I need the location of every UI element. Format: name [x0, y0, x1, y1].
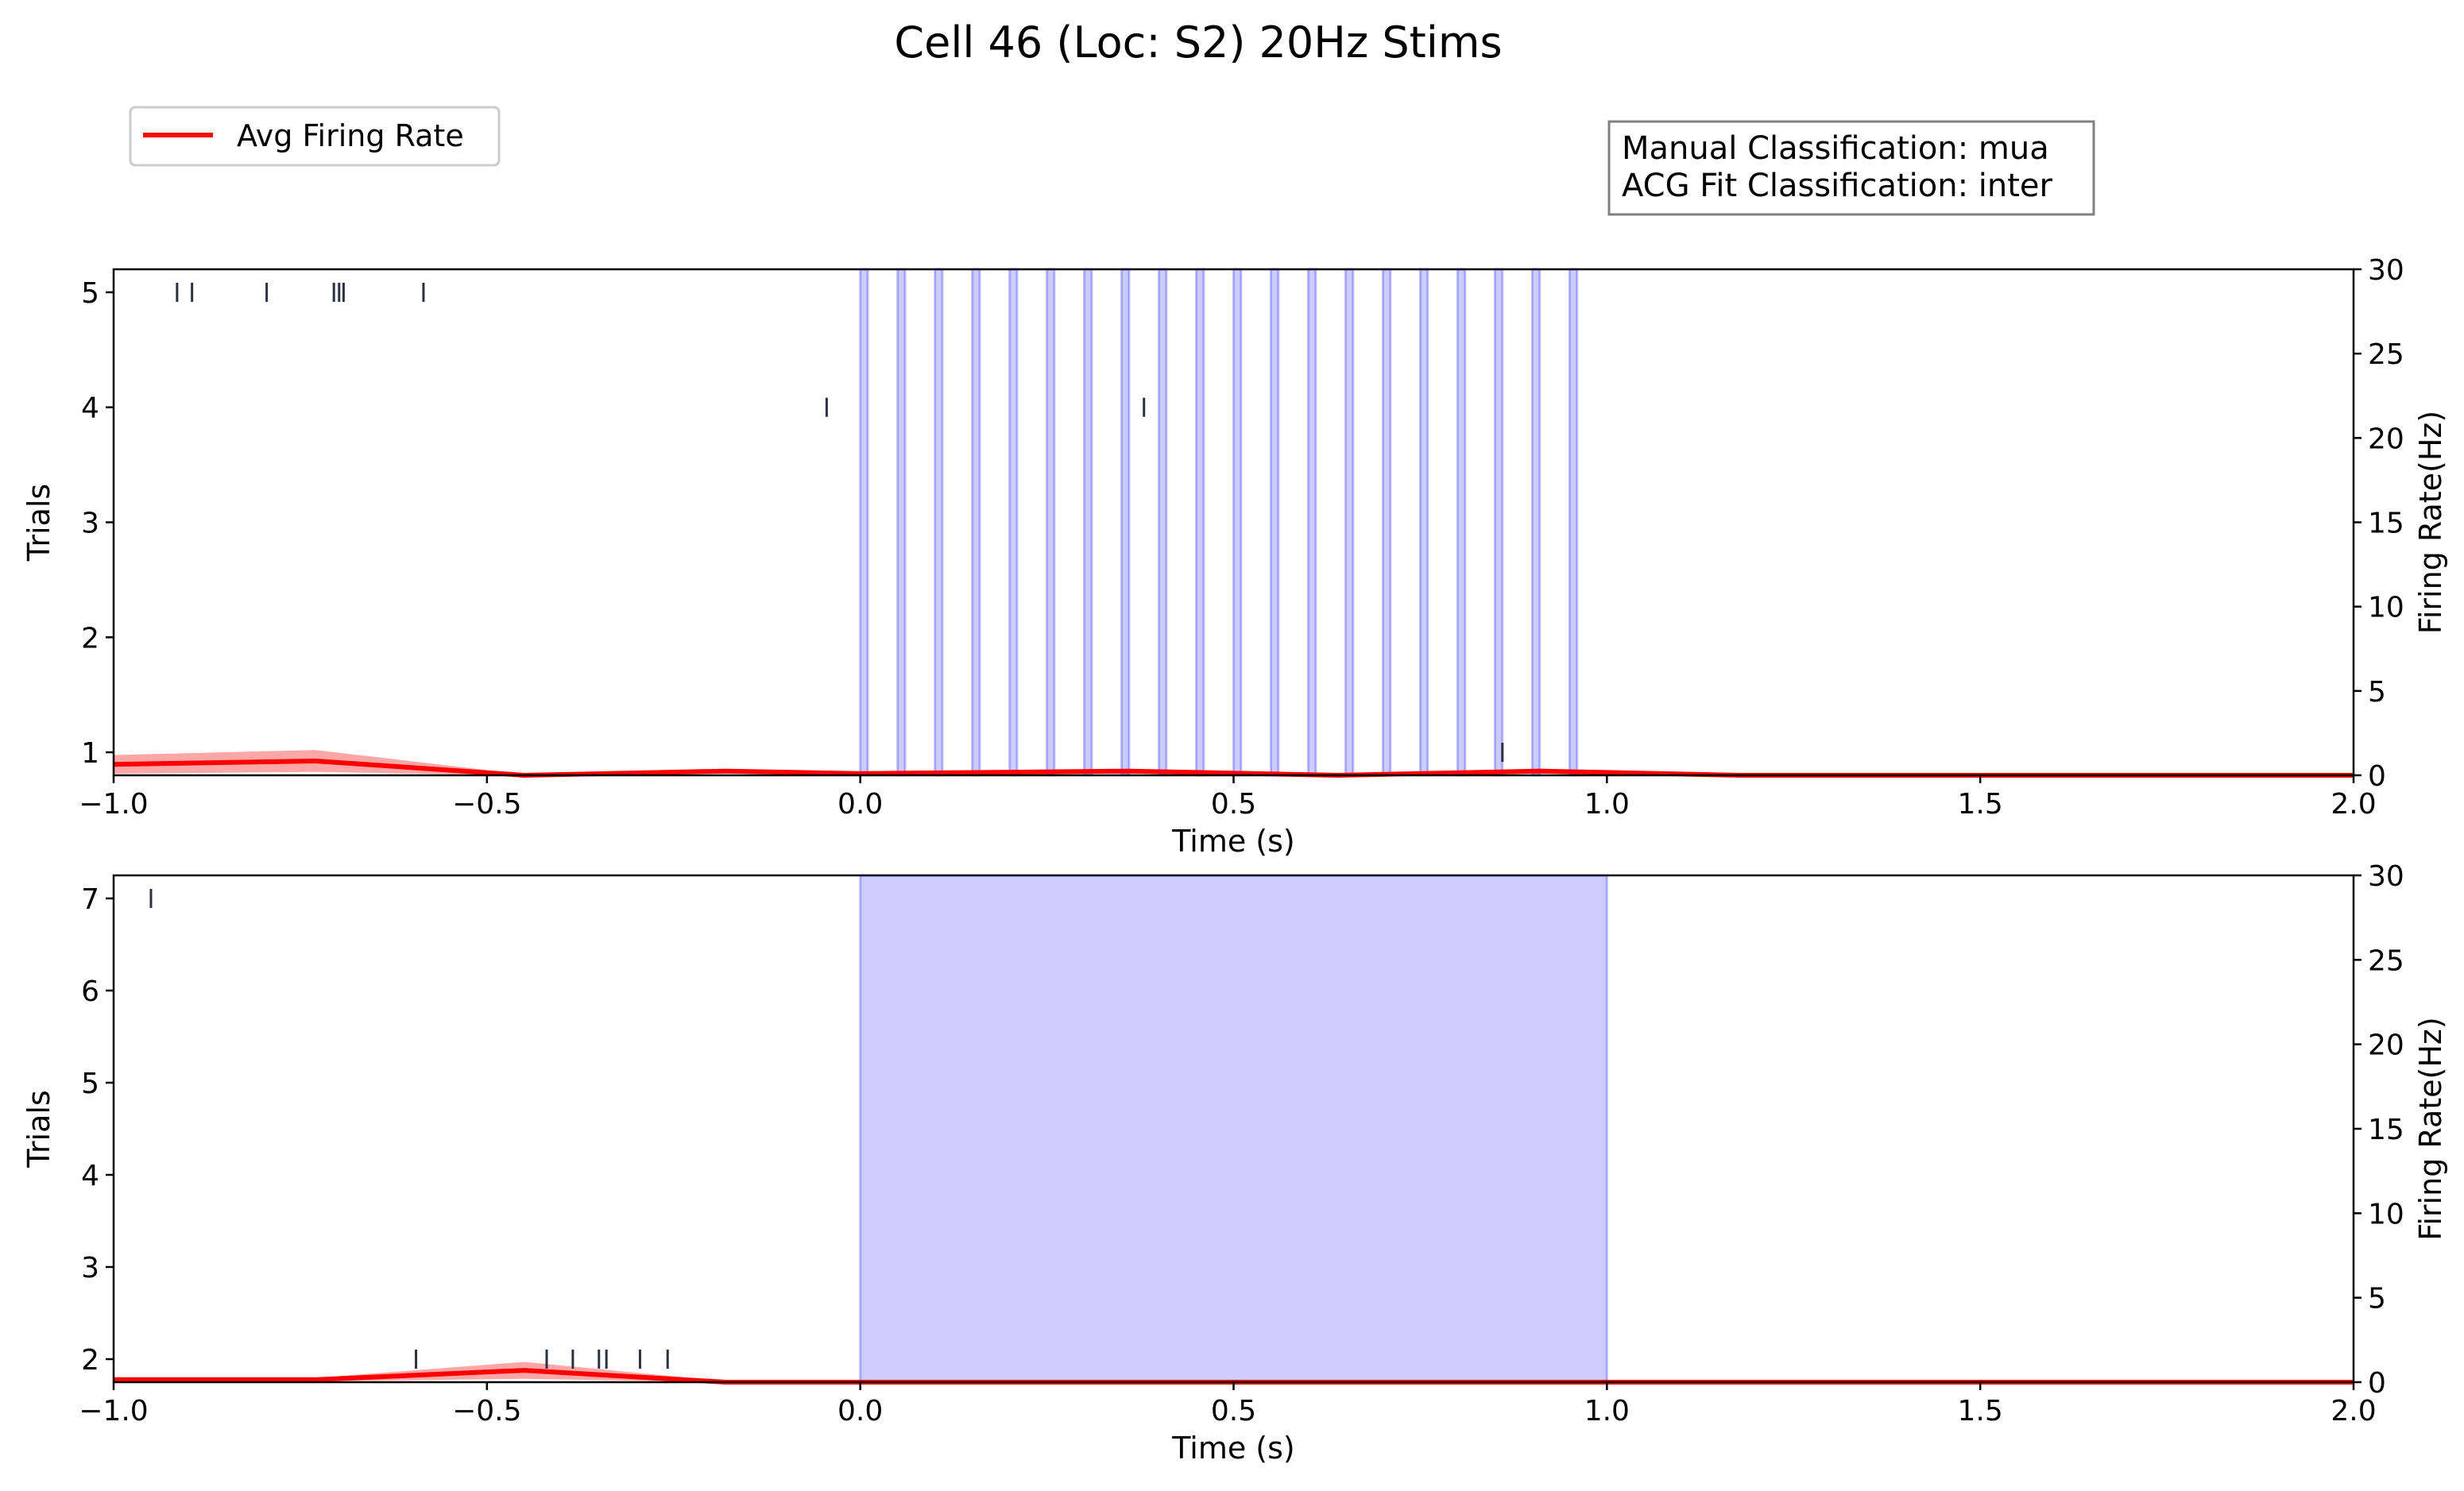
stim-pulse-12 [1306, 268, 1317, 777]
x-tick-label: 2.0 [2331, 1395, 2376, 1427]
x-tick-label: −1.0 [79, 1395, 148, 1427]
stim-pulse-13 [1344, 268, 1355, 777]
y-right-tick-label: 25 [2368, 944, 2404, 977]
stim-pulse-1 [896, 268, 907, 777]
x-tick-label: −0.5 [452, 1395, 521, 1427]
y-left-axis-label: Trials [21, 484, 56, 562]
x-tick-label: 1.0 [1584, 788, 1630, 821]
top-raster-panel: −1.0 −0.5 0.0 0.5 1.0 1.5 2.0 Time (s) 1 2 3 4 5 Tria… [21, 254, 2448, 859]
stim-pulse-6 [1083, 268, 1093, 777]
manual-classification-text: Manual Classification: mua [1622, 130, 2049, 167]
y-left-tick-label: 2 [81, 1344, 99, 1377]
x-tick-label: 0.5 [1211, 788, 1256, 821]
y-right-tick-label: 30 [2368, 860, 2404, 893]
stim-pulse-11 [1269, 268, 1280, 777]
stim-pulse-19 [1568, 268, 1579, 777]
chart-title: Cell 46 (Loc: S2) 20Hz Stims [894, 17, 1502, 68]
x-tick-label: 2.0 [2331, 788, 2376, 821]
y-left-tick-label: 6 [81, 975, 99, 1008]
x-tick-label: −1.0 [79, 788, 148, 821]
y-left-tick-label: 7 [81, 883, 99, 916]
info-box-frame [1607, 120, 2095, 216]
x-axis-label: Time (s) [1171, 1431, 1295, 1466]
bottom-raster-panel: −1.0 −0.5 0.0 0.5 1.0 1.5 2.0 Time (s) 2 3 4 5 6 7 Tri… [21, 860, 2448, 1466]
y-left-tick-label: 3 [81, 508, 99, 540]
legend-frame [129, 106, 501, 167]
stim-pulse-8 [1158, 268, 1168, 777]
y-right-tick-label: 5 [2368, 1283, 2386, 1315]
x-tick-label: 0.0 [837, 788, 883, 821]
stim-pulse-5 [1046, 268, 1056, 777]
y-left-tick-label: 2 [81, 622, 99, 655]
stim-pulse-10 [1232, 268, 1243, 777]
y-left-tick-label: 5 [81, 1068, 99, 1100]
stim-pulse-16 [1456, 268, 1467, 777]
stim-pulse-14 [1381, 268, 1392, 777]
y-right-axis-label: Firing Rate(Hz) [2413, 411, 2448, 634]
stim-pulse-17 [1493, 268, 1504, 777]
y-left-tick-label: 5 [81, 277, 99, 310]
stim-pulse-7 [1120, 268, 1131, 777]
stim-pulse-2 [934, 268, 944, 777]
y-left-tick-label: 4 [81, 392, 99, 425]
stim-pulse-3 [971, 268, 981, 777]
y-right-tick-label: 0 [2368, 1367, 2386, 1400]
y-right-tick-label: 5 [2368, 676, 2386, 709]
x-tick-label: 0.0 [837, 1395, 883, 1427]
stim-pulse-0 [859, 268, 869, 777]
y-left-tick-label: 4 [81, 1160, 99, 1192]
stim-pulse-4 [1008, 268, 1019, 777]
y-right-tick-label: 20 [2368, 423, 2404, 455]
y-right-tick-label: 15 [2368, 1114, 2404, 1146]
y-right-axis-label: Firing Rate(Hz) [2413, 1017, 2448, 1240]
x-tick-label: 1.5 [1958, 1395, 2003, 1427]
classification-info-box: Manual Classification: mua ACG Fit Class… [1607, 120, 2095, 216]
x-axis-label: Time (s) [1171, 824, 1295, 859]
y-right-tick-label: 30 [2368, 254, 2404, 287]
y-right-tick-label: 10 [2368, 592, 2404, 624]
y-left-tick-label: 1 [81, 737, 99, 770]
y-right-tick-label: 10 [2368, 1198, 2404, 1230]
x-tick-label: 1.0 [1584, 1395, 1630, 1427]
y-right-tick-label: 25 [2368, 338, 2404, 371]
legend: Avg Firing Rate [129, 106, 501, 167]
stim-pulse-18 [1530, 268, 1541, 777]
y-right-tick-label: 15 [2368, 508, 2404, 540]
acg-classification-text: ACG Fit Classification: inter [1622, 168, 2053, 204]
x-tick-label: 0.5 [1211, 1395, 1256, 1427]
x-tick-label: 1.5 [1958, 788, 2003, 821]
stim-pulse-15 [1418, 268, 1429, 777]
x-tick-label: −0.5 [452, 788, 521, 821]
legend-label: Avg Firing Rate [237, 118, 464, 153]
stim-pulse-0 [859, 874, 1608, 1384]
y-left-axis-label: Trials [21, 1090, 56, 1168]
y-left-tick-label: 3 [81, 1252, 99, 1284]
y-right-tick-label: 0 [2368, 760, 2386, 793]
y-right-tick-label: 20 [2368, 1029, 2404, 1062]
stim-pulse-9 [1195, 268, 1205, 777]
